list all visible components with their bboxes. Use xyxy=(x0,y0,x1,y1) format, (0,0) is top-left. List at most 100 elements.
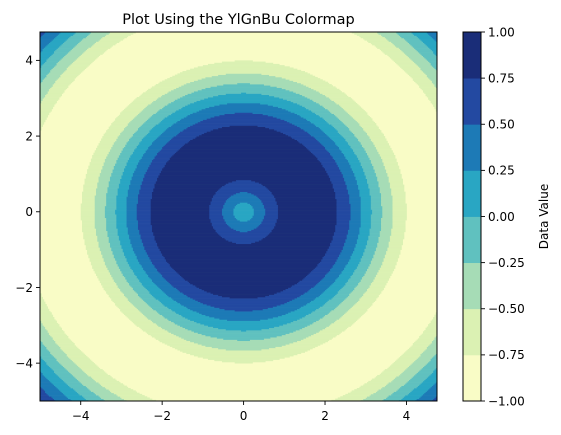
contour-cell xyxy=(116,203,127,206)
contour-cell xyxy=(162,146,182,149)
contour-cell xyxy=(123,293,139,295)
contour-cell xyxy=(429,34,437,36)
contour-cell xyxy=(165,293,185,295)
contour-cell xyxy=(330,98,353,100)
contour-cell xyxy=(300,82,330,85)
contour-cell xyxy=(377,178,389,181)
contour-cell xyxy=(311,121,328,124)
contour-cell xyxy=(340,317,360,319)
contour-cell xyxy=(382,262,397,265)
contour-cell xyxy=(126,220,139,222)
contour-cell xyxy=(155,283,172,286)
contour-cell xyxy=(344,267,358,269)
contour-cell xyxy=(109,390,136,392)
contour-cell xyxy=(345,282,359,285)
contour-cell xyxy=(83,52,104,54)
contour-cell xyxy=(126,197,139,200)
contour-cell xyxy=(80,216,96,219)
contour-cell xyxy=(345,264,359,267)
contour-cell xyxy=(350,211,361,214)
contour-cell xyxy=(164,256,323,259)
contour-cell xyxy=(319,160,336,163)
contour-cell xyxy=(328,110,346,112)
contour-cell xyxy=(116,305,135,307)
contour-cell xyxy=(227,198,261,201)
contour-cell xyxy=(412,343,431,345)
contour-cell xyxy=(360,196,372,198)
contour-cell xyxy=(267,104,300,106)
contour-cell xyxy=(417,36,433,39)
contour-cell xyxy=(123,294,139,297)
contour-cell xyxy=(337,305,354,307)
contour-cell xyxy=(313,286,330,288)
contour-cell xyxy=(54,370,69,372)
contour-cell xyxy=(158,299,174,301)
contour-cell xyxy=(87,170,102,172)
contour-cell xyxy=(367,179,378,182)
contour-cell xyxy=(360,217,372,220)
contour-cell xyxy=(364,292,382,294)
contour-cell xyxy=(214,194,234,196)
contour-cell xyxy=(225,73,262,75)
contour-cell xyxy=(173,136,197,138)
contour-cell xyxy=(162,314,182,317)
contour-cell xyxy=(40,391,46,394)
contour-cell xyxy=(285,108,309,111)
contour-cell xyxy=(106,224,117,227)
contour-cell xyxy=(120,181,131,183)
contour-cell xyxy=(64,41,80,43)
contour-cell xyxy=(171,296,191,299)
contour-cell xyxy=(150,259,167,261)
colorbar-tick-label: 0.00 xyxy=(488,210,515,224)
contour-cell xyxy=(335,143,349,145)
contour-cell xyxy=(360,204,372,207)
contour-cell xyxy=(211,224,229,227)
contour-cell xyxy=(130,241,143,243)
contour-cell xyxy=(148,104,168,106)
contour-cell xyxy=(377,179,389,182)
contour-cell xyxy=(407,348,426,351)
contour-cell xyxy=(177,73,227,75)
contour-cell xyxy=(327,313,345,316)
contour-cell xyxy=(345,181,358,183)
contour-cell xyxy=(127,229,140,232)
contour-cell xyxy=(370,222,382,224)
contour-cell xyxy=(112,250,124,253)
contour-cell xyxy=(66,39,83,41)
contour-cell xyxy=(162,274,181,276)
contour-cell xyxy=(316,332,341,334)
contour-cell xyxy=(331,240,346,242)
contour-cell xyxy=(87,171,102,174)
contour-cell xyxy=(328,286,344,288)
contour-cell xyxy=(325,168,340,170)
contour-cell xyxy=(431,49,437,52)
contour-cell xyxy=(316,101,336,104)
contour-cell xyxy=(98,176,111,178)
contour-cell xyxy=(271,230,336,233)
contour-cell xyxy=(401,67,421,70)
contour-cell xyxy=(168,114,188,117)
contour-cell xyxy=(200,99,288,101)
contour-cell xyxy=(307,325,330,327)
contour-cell xyxy=(381,217,393,220)
contour-cell xyxy=(355,178,368,181)
contour-cell xyxy=(61,58,78,60)
contour-cell xyxy=(347,160,360,163)
contour-cell xyxy=(162,94,186,97)
contour-cell xyxy=(40,366,51,369)
contour-cell xyxy=(364,248,377,250)
contour-cell xyxy=(378,389,398,391)
contour-cell xyxy=(40,98,43,100)
contour-cell xyxy=(80,367,101,370)
contour-cell xyxy=(111,123,129,125)
contour-cell xyxy=(367,288,384,291)
contour-cell xyxy=(55,36,70,39)
contour-cell xyxy=(395,45,412,47)
contour-cell xyxy=(392,199,406,202)
contour-cell xyxy=(434,369,437,371)
contour-cell xyxy=(134,99,157,101)
contour-cell xyxy=(403,396,421,398)
contour-cell xyxy=(75,363,96,365)
contour-cell xyxy=(281,345,318,347)
